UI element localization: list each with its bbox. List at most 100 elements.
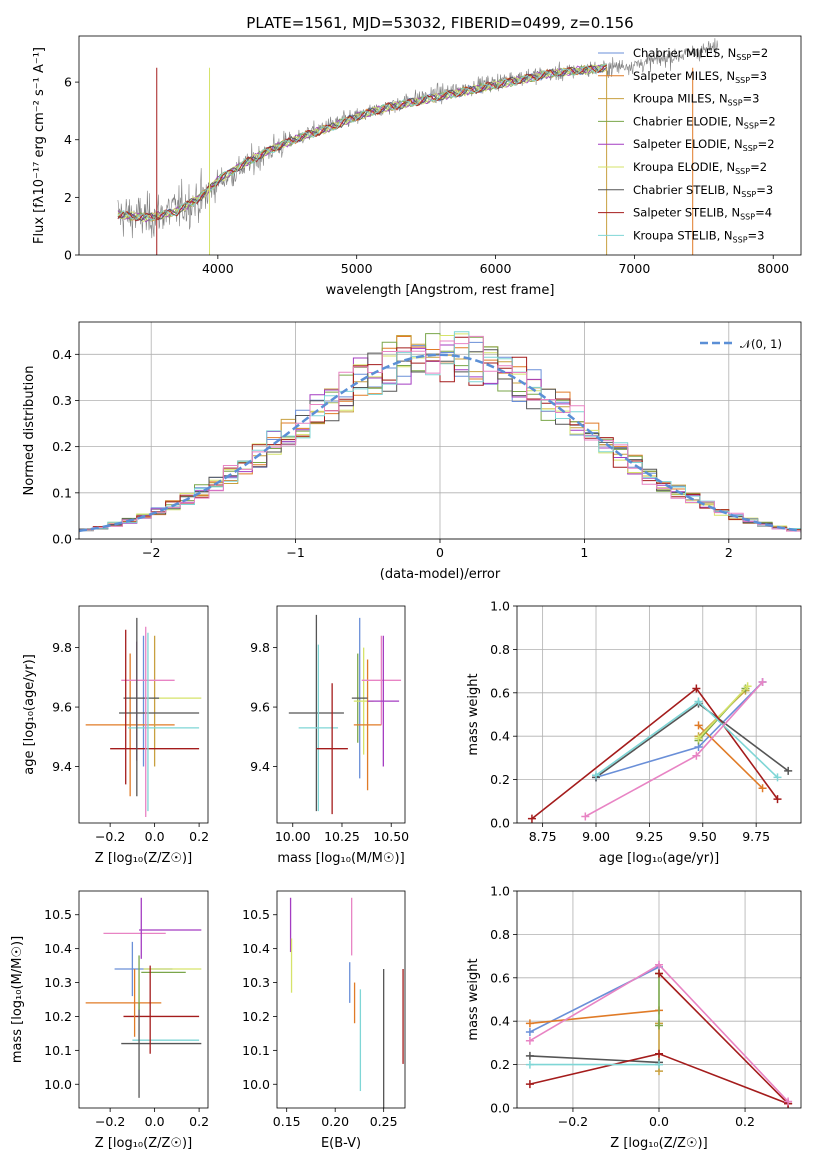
axes-frame (516, 890, 802, 1109)
x-tick-label: 1 (580, 545, 588, 560)
y-tick-label: 0.0 (490, 816, 510, 831)
y-tick-label: 9.6 (250, 700, 270, 715)
x-tick-label: 10.50 (373, 829, 409, 844)
model-spectrum (117, 63, 607, 222)
y-tick-label: 0.1 (52, 485, 72, 500)
axes-mass-vs-Z: −0.2 0.0 0.2 10.0 10.1 10.2 10.3 10.4 10.5 Z [log… (10, 890, 209, 1151)
y-axis-label: age [log₁₀(age/yr)] (22, 654, 37, 775)
line-plot (527, 677, 793, 823)
series-marker (784, 1097, 793, 1106)
y-tick-label: 10.3 (242, 975, 270, 990)
x-tick-label: −0.2 (95, 829, 125, 844)
series-marker (527, 814, 536, 823)
x-tick-label: 8.75 (529, 829, 557, 844)
y-tick-label: 0.8 (490, 642, 510, 657)
y-tick-label: 10.3 (44, 975, 72, 990)
model-spectrum (117, 65, 607, 222)
series-line (697, 685, 749, 739)
legend-label: Chabrier MILES, NSSP=2 (633, 46, 768, 62)
y-tick-label: 9.8 (250, 640, 270, 655)
x-tick-label: 9.75 (742, 829, 770, 844)
x-tick-label: −2 (142, 545, 160, 560)
legend-label: Salpeter ELODIE, NSSP=2 (633, 137, 775, 153)
legend-label: Kroupa ELODIE, NSSP=2 (633, 160, 767, 176)
axes-frame (78, 35, 802, 256)
histogram-series (79, 335, 801, 533)
y-tick-label: 1.0 (490, 599, 510, 614)
series-marker (773, 795, 782, 804)
x-tick-label: 2 (725, 545, 733, 560)
x-axis-label: mass [log₁₀(M/M☉)] (277, 851, 404, 866)
series-line (529, 1009, 660, 1025)
series-marker (655, 960, 663, 969)
y-tick-label: 0.6 (490, 970, 510, 985)
model-spectrum (117, 64, 607, 222)
x-tick-label: −1 (286, 545, 304, 560)
series-marker (694, 734, 703, 743)
axes-frame (276, 605, 406, 824)
y-tick-label: 0.4 (490, 729, 510, 744)
legend-label: Salpeter STELIB, NSSP=4 (633, 206, 772, 222)
model-spectrum (117, 63, 607, 222)
x-tick-label: −0.2 (558, 1114, 588, 1129)
y-tick-label: 10.5 (44, 907, 72, 922)
y-tick-label: 0.0 (52, 532, 72, 547)
y-tick-label: 0.2 (52, 439, 72, 454)
series-marker (525, 1036, 534, 1045)
x-axis-label: Z [log₁₀(Z/Z☉)] (610, 1136, 707, 1151)
x-tick-label: 10.00 (275, 829, 311, 844)
figure-title: PLATE=1561, MJD=53032, FIBERID=0499, z=0… (246, 14, 633, 32)
axes-age-vs-Z: −0.2 0.0 0.2 9.4 9.6 9.8 Z [log₁₀(Z/Z☉)] age [l… (22, 605, 209, 866)
y-tick-label: 9.4 (250, 759, 270, 774)
series-marker (743, 682, 752, 691)
series-line (658, 972, 789, 1105)
x-tick-label: 9.25 (635, 829, 663, 844)
y-tick-label: 10.4 (44, 941, 72, 956)
y-tick-label: 0 (64, 248, 72, 263)
legend-label: Chabrier STELIB, NSSP=3 (633, 183, 773, 199)
series-marker (655, 1021, 663, 1030)
y-tick-label: 0.4 (52, 347, 72, 362)
x-tick-label: 5000 (341, 261, 373, 276)
y-tick-label: 10.5 (242, 907, 270, 922)
axes-frame (78, 321, 802, 540)
series-line (584, 681, 764, 818)
y-tick-label: 0.3 (52, 393, 72, 408)
y-tick-label: 0.8 (490, 927, 510, 942)
x-tick-label: 0.2 (189, 1114, 209, 1129)
axes-residuals: −2 −1 0 1 2 0.0 0.1 0.2 0.3 0.4 (data-model)/error… (22, 321, 802, 582)
x-tick-label: 0.20 (321, 1114, 349, 1129)
series-line (529, 1055, 660, 1064)
series-marker (655, 1049, 663, 1058)
x-tick-label: 7000 (618, 261, 650, 276)
x-tick-label: 0.25 (370, 1114, 398, 1129)
x-tick-label: 0.15 (273, 1114, 301, 1129)
x-axis-label: wavelength [Angstrom, rest frame] (326, 283, 555, 298)
y-tick-label: 9.6 (52, 700, 72, 715)
errorbar-plot (289, 897, 404, 1108)
y-axis-label: mass weight (466, 958, 481, 1040)
y-tick-label: 4 (64, 132, 72, 147)
x-tick-label: 8000 (757, 261, 789, 276)
series-marker (592, 771, 601, 780)
series-marker (758, 784, 767, 793)
y-tick-label: 0.4 (490, 1014, 510, 1029)
axes-massweight-vs-Z: −0.2 0.0 0.2 0.0 0.2 0.4 0.6 0.8 1.0 Z [log₁₀(Z/Z… (466, 884, 802, 1151)
x-tick-label: 9.00 (582, 829, 610, 844)
legend: Chabrier MILES, NSSP=2 Salpeter MILES, NS… (598, 46, 776, 244)
x-tick-label: 0.2 (189, 829, 209, 844)
model-spectrum (117, 64, 607, 223)
x-axis-label: (data-model)/error (380, 567, 501, 582)
y-tick-label: 10.1 (44, 1043, 72, 1058)
y-tick-label: 1.0 (490, 884, 510, 899)
y-tick-label: 0.0 (490, 1101, 510, 1116)
x-axis-label: Z [log₁₀(Z/Z☉)] (95, 851, 192, 866)
series-marker (525, 1051, 534, 1060)
legend-label: 𝒩(0, 1) (740, 337, 782, 351)
y-tick-label: 2 (64, 190, 72, 205)
series-marker (655, 969, 663, 978)
series-marker (758, 677, 767, 686)
x-tick-label: 0.2 (735, 1114, 755, 1129)
series-marker (694, 697, 703, 706)
